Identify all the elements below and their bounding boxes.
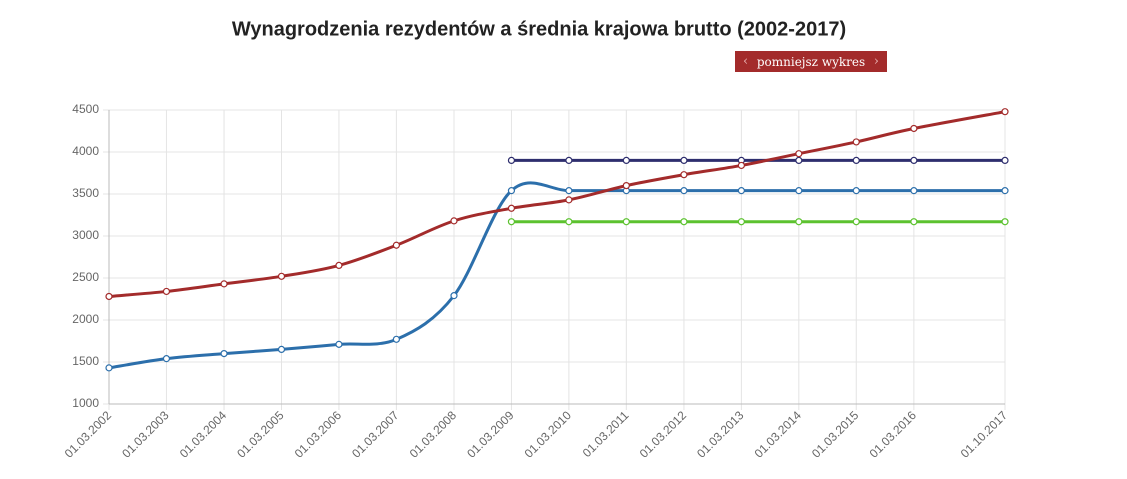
- chart-title: Wynagrodzenia rezydentów a średnia krajo…: [232, 18, 846, 40]
- x-tick-label: 01.03.2015: [809, 408, 862, 461]
- point: [277, 272, 286, 280]
- point: [220, 280, 228, 288]
- button-label: pomniejsz wykres: [756, 54, 866, 69]
- point: [622, 156, 630, 164]
- y-tick-label: 4500: [72, 102, 99, 116]
- x-tick-label: 01.03.2004: [177, 408, 230, 461]
- point: [795, 156, 803, 164]
- arrow-left: ‹: [743, 54, 749, 69]
- point: [565, 156, 573, 164]
- point: [910, 218, 918, 226]
- x-tick-label: 01.03.2002: [62, 408, 115, 461]
- x-tick-label: 01.03.2008: [407, 408, 460, 461]
- point: [1001, 156, 1009, 164]
- point: [220, 350, 228, 358]
- point: [565, 218, 573, 226]
- point: [277, 345, 286, 353]
- shrink-chart-button[interactable]: ‹ pomniejsz wykres ›: [735, 51, 887, 72]
- y-tick-label: 2500: [72, 270, 99, 284]
- point: [680, 171, 688, 179]
- point: [910, 124, 918, 133]
- series-line: [108, 110, 1006, 298]
- x-tick-label: 01.03.2003: [119, 408, 172, 461]
- point: [565, 187, 573, 195]
- y-tick-label: 1000: [72, 396, 99, 410]
- point: [852, 156, 860, 164]
- x-tick-label: 01.10.2017: [958, 408, 1011, 461]
- point: [392, 241, 400, 249]
- point: [680, 187, 688, 195]
- point: [737, 187, 745, 195]
- arrow-right: ›: [873, 54, 879, 69]
- point: [852, 138, 860, 146]
- x-tick-label: 01.03.2007: [349, 408, 402, 461]
- y-tick-label: 2000: [72, 312, 99, 326]
- point: [105, 292, 113, 301]
- x-tick-label: 01.03.2014: [752, 408, 805, 461]
- x-tick-label: 01.03.2005: [234, 408, 287, 461]
- point: [852, 218, 860, 226]
- point: [795, 187, 803, 195]
- point: [680, 218, 688, 226]
- point: [565, 196, 573, 204]
- point: [335, 261, 343, 269]
- point: [1001, 187, 1009, 195]
- point: [450, 217, 458, 225]
- point: [737, 161, 745, 170]
- point: [1001, 218, 1009, 226]
- x-tick-label: 01.03.2009: [464, 408, 517, 461]
- x-tick-label: 01.03.2010: [522, 408, 575, 461]
- point: [622, 218, 630, 226]
- point: [162, 287, 171, 296]
- point: [1001, 108, 1009, 116]
- point: [680, 156, 688, 164]
- point: [507, 218, 516, 226]
- x-tick-label: 01.03.2012: [637, 408, 690, 461]
- point: [795, 218, 803, 226]
- point: [795, 150, 803, 158]
- point: [910, 187, 918, 195]
- series-line: [108, 181, 1005, 370]
- point: [852, 187, 860, 195]
- point: [737, 218, 745, 226]
- x-tick-label: 01.03.2011: [580, 408, 632, 460]
- point: [910, 156, 918, 164]
- point: [622, 182, 630, 190]
- point: [162, 355, 171, 363]
- y-tick-label: 4000: [72, 144, 99, 158]
- point: [392, 335, 400, 343]
- x-tick-label: 01.03.2016: [867, 408, 920, 461]
- x-tick-label: 01.03.2006: [292, 408, 345, 461]
- x-tick-label: 01.03.2013: [694, 408, 747, 461]
- y-tick-label: 3500: [72, 186, 99, 200]
- point: [105, 364, 113, 372]
- y-tick-label: 1500: [72, 354, 99, 368]
- y-tick-label: 3000: [72, 228, 99, 242]
- point: [507, 204, 516, 212]
- point: [507, 156, 516, 164]
- point: [507, 187, 516, 195]
- point: [450, 292, 458, 300]
- point: [335, 340, 343, 348]
